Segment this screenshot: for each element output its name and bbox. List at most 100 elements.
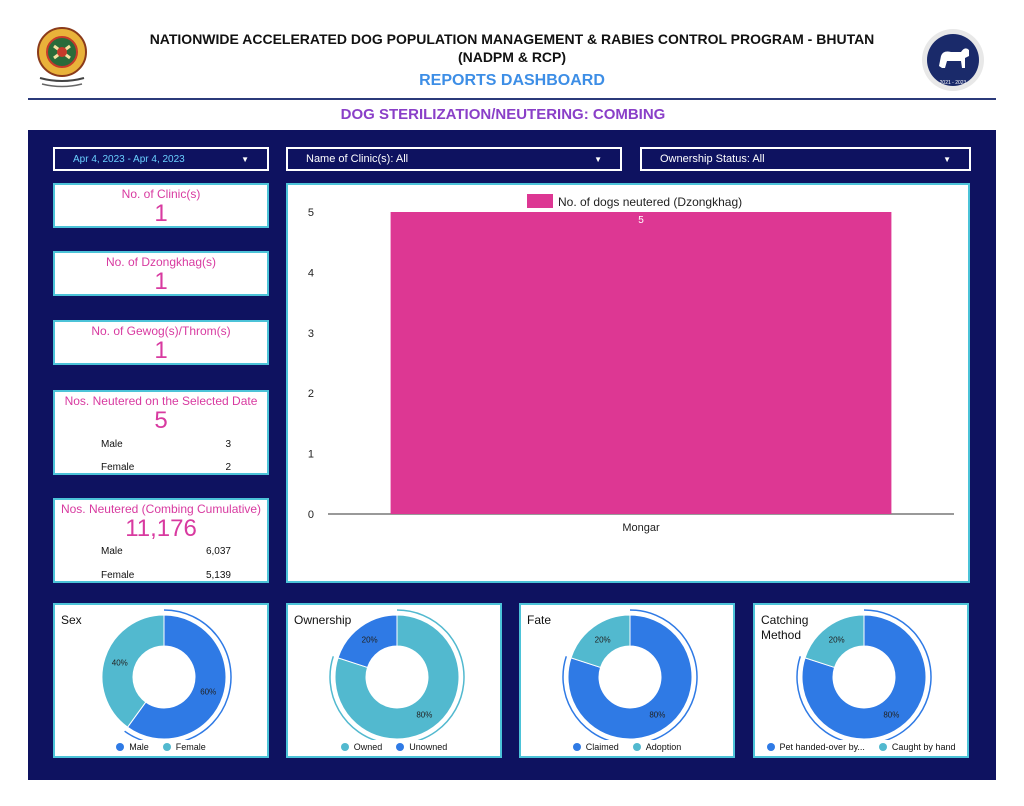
bar-data-label: 5 <box>638 215 644 226</box>
slice-percent-label: 80% <box>649 711 665 720</box>
page-title-line2: (NADPM & RCP) <box>457 49 567 65</box>
male-value: 3 <box>225 439 231 450</box>
header-divider <box>28 98 996 100</box>
pie-slice <box>567 614 693 740</box>
pie-slice <box>801 614 927 740</box>
pie-legend: Claimed Adoption <box>521 742 733 752</box>
legend-dot-icon <box>340 743 349 751</box>
ownership-filter[interactable]: Ownership Status: All ▼ <box>640 147 971 171</box>
male-label: Male <box>101 439 123 450</box>
slice-highlight-arc <box>562 609 698 745</box>
kpi-female-row: Female 2 <box>101 462 231 473</box>
pie-slice <box>334 614 460 740</box>
pie-card-sex: Sex 60% 40% Male Female <box>53 603 269 758</box>
y-tick-label: 1 <box>308 449 314 461</box>
female-value: 5,139 <box>205 570 231 581</box>
y-tick-label: 2 <box>308 388 314 400</box>
ownership-filter-value: Ownership Status: All <box>660 153 765 165</box>
kpi-female-row: Female 5,139 <box>101 570 231 581</box>
chevron-down-icon: ▼ <box>594 155 602 164</box>
slice-percent-label: 20% <box>362 635 378 644</box>
slice-percent-label: 40% <box>112 659 128 668</box>
legend-item: Owned <box>340 742 382 752</box>
legend-label: Claimed <box>585 742 619 752</box>
kpi-card-clinics: No. of Clinic(s) 1 <box>53 183 269 228</box>
kpi-label: No. of Gewog(s)/Throm(s) <box>91 324 231 338</box>
pie-title: Sex <box>61 613 82 627</box>
pie-title: Catching Method <box>761 613 809 642</box>
kpi-label: No. of Dzongkhag(s) <box>105 255 217 269</box>
y-tick-label: 3 <box>308 328 314 340</box>
page-title: NATIONWIDE ACCELERATED DOG POPULATION MA… <box>120 30 904 66</box>
dashboard-subtitle: REPORTS DASHBOARD <box>419 72 605 89</box>
kpi-label: No. of Clinic(s) <box>121 187 201 201</box>
nadpm-logo: 2021 - 2023 <box>922 29 984 91</box>
legend-label: Adoption <box>645 742 682 752</box>
pie-chart-fate: 80% 20% <box>562 609 698 745</box>
pie-slice <box>570 614 631 669</box>
legend-item: Male <box>116 742 149 752</box>
date-range-filter[interactable]: Apr 4, 2023 - Apr 4, 2023 ▼ <box>53 147 269 171</box>
male-value: 6,037 <box>205 546 231 557</box>
kpi-label: Nos. Neutered (Combing Cumulative) <box>60 502 262 516</box>
legend-swatch <box>527 194 553 208</box>
pie-card-catching-method: Catching Method 80% 20% Pet handed-over b… <box>753 603 969 758</box>
kpi-card-selected-date: Nos. Neutered on the Selected Date 5 Mal… <box>53 390 269 475</box>
kpi-value: 1 <box>154 200 168 227</box>
pie-chart-ownership: 80% 20% <box>329 609 465 745</box>
male-label: Male <box>101 546 123 557</box>
slice-percent-label: 20% <box>829 635 845 644</box>
legend-dot-icon <box>766 743 775 751</box>
pie-title: Fate <box>527 613 552 627</box>
kpi-male-row: Male 6,037 <box>101 546 231 557</box>
kpi-label: Nos. Neutered on the Selected Date <box>64 394 258 408</box>
legend-item: Pet handed-over by... <box>766 742 865 752</box>
bhutan-emblem-logo <box>37 27 87 88</box>
slice-highlight-arc <box>796 609 932 745</box>
female-value: 2 <box>225 462 231 473</box>
legend-dot-icon <box>878 743 887 751</box>
chevron-down-icon: ▼ <box>943 155 951 164</box>
pie-card-fate: Fate 80% 20% Claimed Adoption <box>519 603 735 758</box>
pie-slice <box>804 614 865 669</box>
kpi-value: 5 <box>154 407 168 434</box>
kpi-card-cumulative: Nos. Neutered (Combing Cumulative) 11,17… <box>53 498 269 583</box>
pie-legend: Pet handed-over by... Caught by hand <box>755 742 967 752</box>
clinic-filter-value: Name of Clinic(s): All <box>306 153 409 165</box>
pie-chart-catching-method: 80% 20% <box>796 609 932 745</box>
bar-chart: 0 1 2 3 4 5 5 Mongar No. of dogs neutered (Dzong… <box>308 194 954 534</box>
kpi-value: 11,176 <box>125 515 197 542</box>
chevron-down-icon: ▼ <box>241 155 249 164</box>
legend-item: Claimed <box>572 742 619 752</box>
pie-slice <box>126 614 227 740</box>
female-label: Female <box>101 462 135 473</box>
logo-years-text: 2021 - 2023 <box>940 80 967 86</box>
pie-chart-sex: 60% 40% <box>101 609 232 745</box>
bar-chart-card: 0 1 2 3 4 5 5 Mongar No. of dogs neutered (Dzong… <box>286 183 970 583</box>
section-title: DOG STERILIZATION/NEUTERING: COMBING <box>340 106 666 123</box>
legend-label: Pet handed-over by... <box>779 742 865 752</box>
clinic-filter[interactable]: Name of Clinic(s): All ▼ <box>286 147 622 171</box>
legend-item: Caught by hand <box>878 742 956 752</box>
kpi-value: 1 <box>154 268 168 295</box>
legend-item: Female <box>162 742 206 752</box>
pie-card-ownership: Ownership 80% 20% Owned Unowned <box>286 603 502 758</box>
y-tick-label: 4 <box>308 267 314 279</box>
pie-title: Ownership <box>294 613 352 627</box>
legend-item: Unowned <box>396 742 447 752</box>
legend-label: Caught by hand <box>891 742 956 752</box>
y-tick-label: 5 <box>308 207 314 219</box>
kpi-card-dzongkhags: No. of Dzongkhag(s) 1 <box>53 251 269 296</box>
legend-label: Male <box>129 742 149 752</box>
x-tick-label: Mongar <box>622 522 660 534</box>
slice-percent-label: 80% <box>883 711 899 720</box>
bar <box>390 212 892 514</box>
pie-legend: Male Female <box>55 742 267 752</box>
pie-slice <box>337 614 398 669</box>
legend-item: Adoption <box>632 742 682 752</box>
legend-dot-icon <box>116 743 125 751</box>
slice-percent-label: 80% <box>416 711 432 720</box>
legend-label: Unowned <box>409 742 448 752</box>
slice-percent-label: 60% <box>200 687 216 696</box>
